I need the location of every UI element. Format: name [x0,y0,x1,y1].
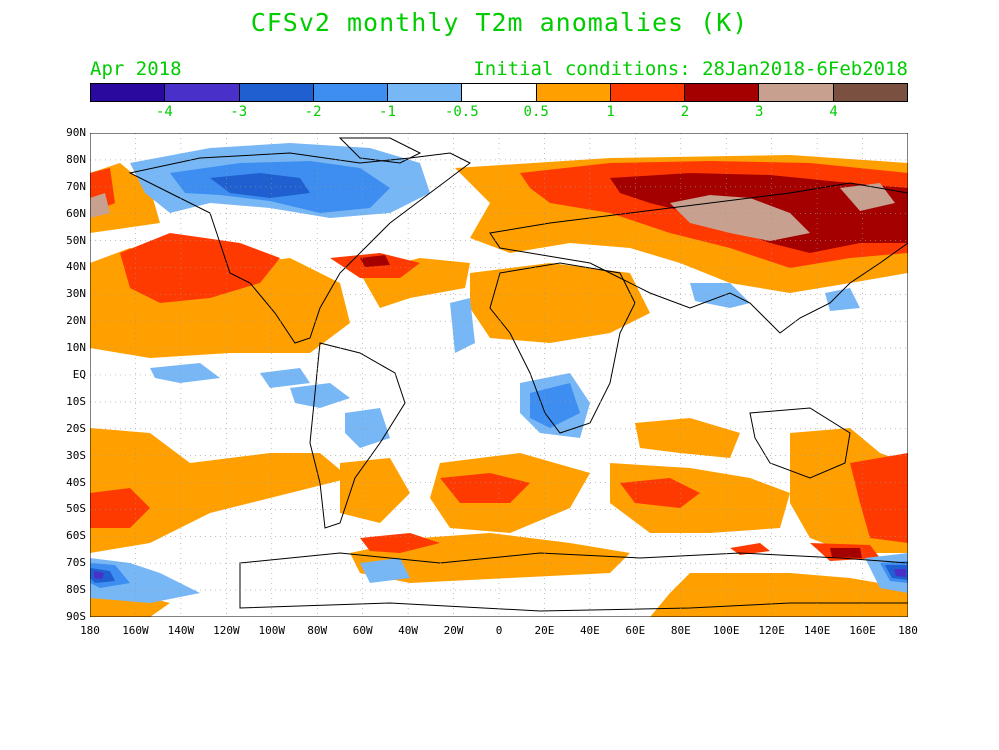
colorbar-label: -4 [155,104,173,120]
latitude-label: 70N [66,179,86,193]
colorbar-label: 1 [606,104,615,120]
longitude-label: 60E [625,624,646,637]
colorbar-label: 2 [680,104,690,120]
colorbar [90,83,908,102]
longitude-label: 180 [80,624,100,637]
latitude-label: 80N [66,152,86,166]
colorbar-label: 0.5 [523,104,549,120]
colorbar-swatch [165,84,240,101]
latitude-label: 30N [66,287,86,301]
map-title: CFSv2 monthly T2m anomalies (K) [250,8,749,37]
colorbar-swatch [610,84,686,101]
colorbar-swatch [833,84,907,101]
colorbar-swatch [685,84,760,101]
latitude-label: 60N [66,206,86,220]
longitude-label: 160W [122,624,149,637]
latitude-label: 40N [66,260,86,274]
latitude-label: 70S [66,556,86,570]
longitude-label: 20E [534,624,555,637]
latitude-label: 60S [66,529,86,543]
longitude-label: 80E [670,624,691,637]
longitude-label: 60W [352,624,373,637]
longitude-label: 0 [495,624,503,637]
longitude-label: 20W [443,624,464,637]
latitude-label: 20N [66,314,86,328]
latitude-label: EQ [72,368,86,381]
latitude-label: 50N [66,233,86,247]
colorbar-swatch [536,84,611,101]
latitude-label: 10N [66,341,86,355]
colorbar-swatch [462,84,537,101]
latitude-label: 90N [66,126,86,139]
longitude-label: 160E [849,624,876,637]
colorbar-label: 4 [829,104,838,120]
colorbar-label: -1 [379,104,396,120]
longitude-label: 180 [898,624,918,637]
longitude-label: 40W [398,624,419,637]
colorbar-swatch [313,84,389,101]
latitude-label: 40S [66,475,86,489]
longitude-label: 100W [258,624,286,637]
longitude-label: 120E [758,624,785,637]
longitude-label: 100E [712,624,740,637]
anomaly-map [90,133,908,617]
longitude-label: 140E [803,624,831,637]
initial-conditions-label: Initial conditions: 28Jan2018-6Feb2018 [473,58,908,80]
gridlines [90,133,908,617]
longitude-label: 140W [167,624,195,637]
latitude-label: 50S [66,502,86,516]
colorbar-label: 3 [755,104,764,120]
colorbar-swatch [91,84,166,101]
colorbar-swatch [239,84,314,101]
colorbar-label: -3 [230,104,248,120]
colorbar-swatch [388,84,463,101]
valid-month-label: Apr 2018 [90,58,182,80]
latitude-label: 20S [66,421,86,435]
latitude-label: 90S [66,610,86,623]
colorbar-label: -2 [304,104,322,120]
longitude-label: 40E [579,624,600,637]
longitude-label: 120W [213,624,240,637]
anomaly-fields [90,143,908,617]
latitude-label: 30S [66,448,86,462]
colorbar-swatch [759,84,834,101]
latitude-label: 80S [66,583,86,597]
latitude-label: 10S [66,394,86,408]
colorbar-label: -0.5 [444,104,479,120]
longitude-label: 80W [307,624,328,637]
